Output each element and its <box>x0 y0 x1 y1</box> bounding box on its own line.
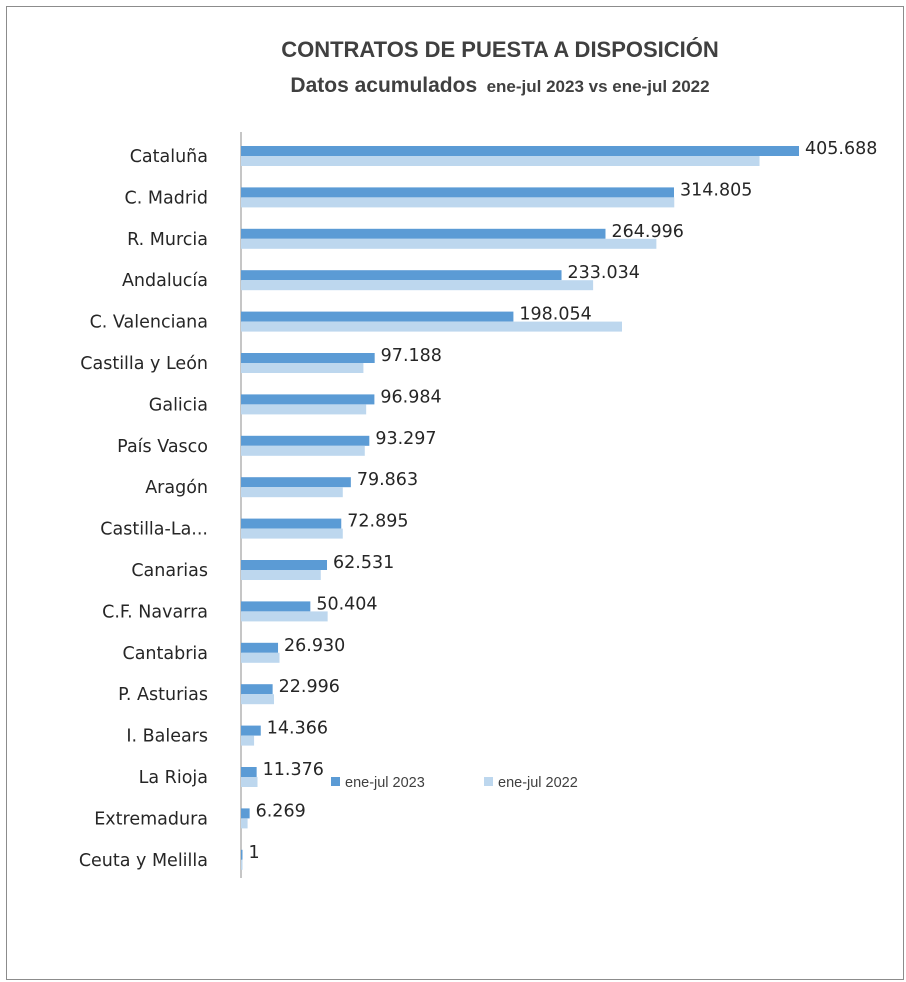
bar-2022-3 <box>241 280 594 291</box>
value-label: 72.895 <box>347 512 408 532</box>
bar-2022-9 <box>241 528 343 539</box>
bar-2023-1 <box>241 187 674 198</box>
bar-2022-5 <box>241 363 364 373</box>
bar-2023-3 <box>241 270 562 281</box>
category-label: Ceuta y Melilla <box>79 851 208 871</box>
legend-label-2022: ene-jul 2022 <box>498 775 578 791</box>
value-label: 22.996 <box>279 677 340 697</box>
value-label: 264.996 <box>611 222 683 242</box>
bar-2023-5 <box>241 353 375 363</box>
category-label: C.F. Navarra <box>102 602 208 622</box>
bar-2023-2 <box>241 228 606 239</box>
value-label: 93.297 <box>375 429 436 449</box>
category-label: Aragón <box>145 478 208 498</box>
value-label: 6.269 <box>256 801 306 821</box>
category-label: C. Valenciana <box>90 313 208 333</box>
bar-2023-11 <box>241 601 311 612</box>
bar-2023-8 <box>241 477 351 488</box>
bar-2022-2 <box>241 238 657 249</box>
bar-2022-11 <box>241 611 328 622</box>
category-label: C. Madrid <box>125 188 208 208</box>
bar-2022-12 <box>241 652 280 663</box>
bar-2023-6 <box>241 394 375 405</box>
value-label: 97.188 <box>381 346 442 366</box>
category-label: Canarias <box>131 561 208 581</box>
value-label: 233.034 <box>568 263 640 283</box>
value-label: 50.404 <box>316 594 377 614</box>
value-label: 314.805 <box>680 180 752 200</box>
bar-2023-13 <box>241 684 273 695</box>
bar-2023-17 <box>241 849 243 860</box>
category-label: Castilla y León <box>80 354 208 374</box>
bar-2023-15 <box>241 767 257 777</box>
chart-subtitle-rest: ene-jul 2023 vs ene-jul 2022 <box>487 77 710 96</box>
value-label: 11.376 <box>263 760 324 780</box>
value-label: 198.054 <box>519 305 591 325</box>
chart-subtitle: Datos acumulados ene-jul 2023 vs ene-jul… <box>290 74 709 97</box>
bar-2022-4 <box>241 321 622 332</box>
bar-2022-1 <box>241 197 675 208</box>
category-label: La Rioja <box>139 768 208 788</box>
category-label: País Vasco <box>117 437 208 457</box>
value-label: 405.688 <box>805 139 877 159</box>
legend-swatch-2023 <box>331 777 340 786</box>
category-label: Galicia <box>149 395 208 415</box>
bars-group: Cataluña 405.688 C. Madrid 314.805 R. Murcia… <box>79 139 878 871</box>
value-label: 79.863 <box>357 470 418 490</box>
category-label: Castilla-La... <box>100 520 208 540</box>
bar-2022-0 <box>241 156 760 166</box>
category-label: P. Asturias <box>118 685 208 705</box>
value-label: 96.984 <box>380 387 441 407</box>
category-label: R. Murcia <box>127 230 208 250</box>
bar-2023-9 <box>241 518 342 529</box>
bar-2023-14 <box>241 725 261 736</box>
bar-2023-12 <box>241 642 279 653</box>
bar-2023-7 <box>241 435 370 446</box>
value-label: 14.366 <box>267 719 328 739</box>
chart-frame <box>6 6 904 980</box>
legend: ene-jul 2023 ene-jul 2022 <box>331 775 578 791</box>
category-label: Extremadura <box>94 809 208 829</box>
value-label: 1 <box>249 843 260 863</box>
bar-2022-17 <box>241 859 243 870</box>
category-label: I. Balears <box>126 727 208 747</box>
legend-swatch-2022 <box>484 777 493 786</box>
bar-2022-14 <box>241 735 255 746</box>
bar-2022-13 <box>241 694 275 705</box>
category-label: Cataluña <box>130 147 208 167</box>
bar-2023-0 <box>241 146 799 156</box>
chart-subtitle-main: Datos acumulados <box>290 74 477 97</box>
category-label: Cantabria <box>122 644 208 664</box>
bar-2023-4 <box>241 311 514 322</box>
bar-2022-7 <box>241 445 365 456</box>
chart-title: CONTRATOS DE PUESTA A DISPOSICIÓN <box>281 37 719 62</box>
value-label: 62.531 <box>333 553 394 573</box>
bar-2022-15 <box>241 777 258 787</box>
bar-2022-16 <box>241 818 248 829</box>
legend-label-2023: ene-jul 2023 <box>345 775 425 791</box>
bar-2022-8 <box>241 487 343 498</box>
bar-2022-10 <box>241 570 321 580</box>
category-label: Andalucía <box>122 271 208 291</box>
value-label: 26.930 <box>284 636 345 656</box>
bar-2023-10 <box>241 560 328 570</box>
bar-2023-16 <box>241 808 250 819</box>
bar-2022-6 <box>241 404 367 415</box>
